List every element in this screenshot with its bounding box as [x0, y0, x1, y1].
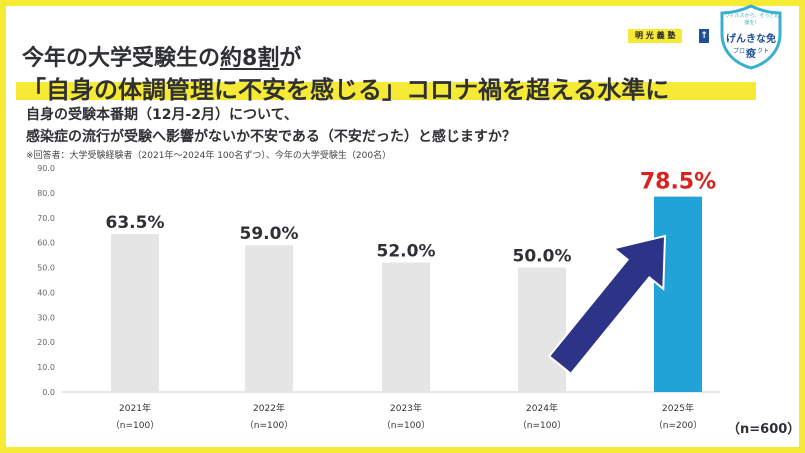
logo-title: げんきな免疫 — [726, 34, 776, 60]
data-label: 59.0% — [240, 224, 299, 244]
headline-prefix: 今年の大学受験生の — [22, 46, 221, 71]
sample-size-label: （n=100） — [245, 420, 293, 431]
y-tick-label: 20.0 — [37, 338, 55, 347]
headline-suffix: が — [279, 46, 302, 71]
headline-highlight — [16, 82, 756, 100]
x-tick-label: 2022年 — [253, 402, 285, 414]
data-label: 78.5% — [640, 170, 716, 195]
x-tick-label: 2021年 — [119, 402, 151, 414]
bar — [382, 262, 430, 392]
x-tick-label: 2023年 — [390, 402, 422, 414]
y-tick-label: 10.0 — [37, 363, 55, 372]
shield-logo-icon — [720, 4, 782, 70]
trend-arrow — [547, 234, 667, 376]
headline-emphasis: 約8割 — [220, 46, 280, 71]
sample-size-label: （n=100） — [111, 420, 159, 431]
y-tick-label: 30.0 — [37, 313, 55, 322]
y-tick-label: 60.0 — [37, 239, 55, 248]
y-tick-label: 50.0 — [37, 264, 55, 273]
headline-line2: 「自身の体調管理に不安を感じる」コロナ禍を超える水準に — [22, 76, 670, 104]
y-tick-label: 0.0 — [42, 388, 55, 397]
x-tick-label: 2025年 — [662, 402, 694, 414]
x-tick-label: 2024年 — [526, 402, 558, 414]
respondent-note: ※回答者：大学受験経験者（2021年～2024年 100名ずつ）、今年の大学受験… — [26, 151, 392, 161]
logo-tagline: ウィルスから、そっと応援を！ — [724, 13, 780, 26]
sample-total: （n=600） — [727, 422, 801, 437]
brand-badge: ↑ — [699, 29, 709, 43]
data-label: 52.0% — [377, 242, 436, 262]
headline-line1: 今年の大学受験生の約8割が — [22, 40, 301, 72]
brand-label: 明 光 義 塾 — [628, 29, 683, 43]
y-tick-label: 70.0 — [37, 214, 55, 223]
bar — [518, 267, 566, 392]
data-label: 63.5% — [106, 213, 165, 233]
bar — [245, 245, 293, 392]
y-tick-label: 40.0 — [37, 288, 55, 297]
bar — [111, 233, 159, 392]
y-tick-label: 90.0 — [37, 164, 55, 173]
sample-size-label: （n=100） — [518, 420, 566, 431]
y-tick-label: 80.0 — [37, 189, 55, 198]
sample-size-label: （n=200） — [654, 420, 702, 431]
bar — [654, 196, 702, 392]
question-line1: 自身の受験本番期（12月-2月）について、 — [26, 107, 298, 123]
logo-subtitle: プロジェクト — [732, 48, 769, 55]
data-label: 50.0% — [513, 247, 572, 267]
question-line2: 感染症の流行が受験へ影響がないか不安である（不安だった）と感じますか？ — [26, 129, 516, 145]
sample-size-label: （n=100） — [382, 420, 430, 431]
